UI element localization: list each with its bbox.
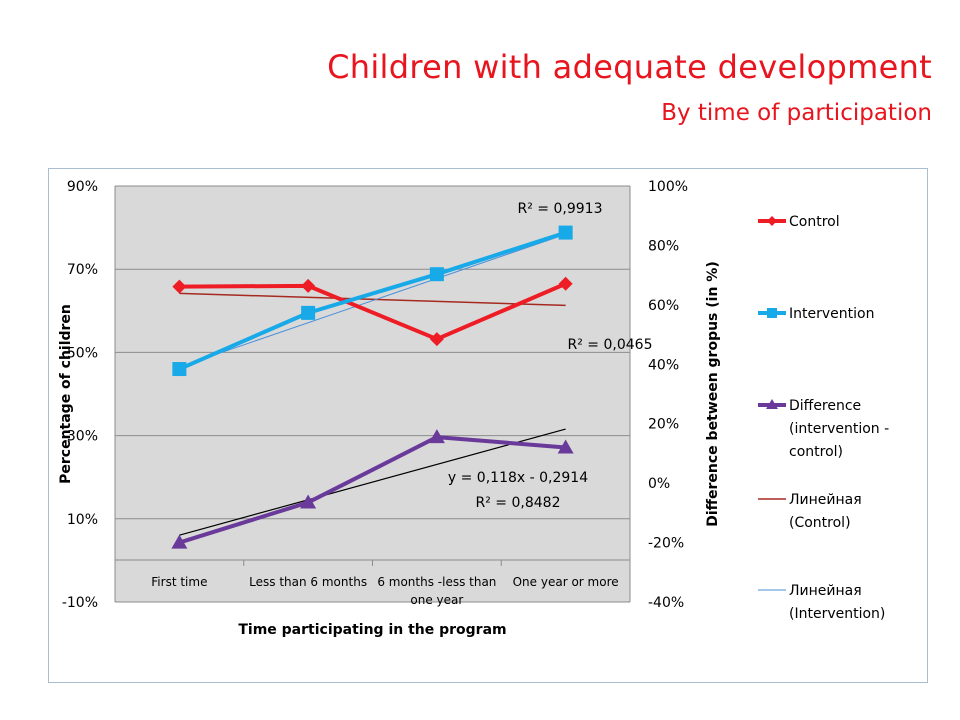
category-label: 6 months -less than [377, 575, 496, 589]
data-point [429, 267, 444, 282]
data-point [558, 225, 573, 240]
chart-subtitle: By time of participation [661, 100, 932, 126]
annotation-label: R² = 0,8482 [476, 495, 561, 511]
data-point [300, 494, 317, 509]
left-tick-label: 30% [67, 429, 98, 445]
category-label: Less than 6 months [249, 575, 367, 589]
data-point [172, 279, 187, 294]
legend-marker [767, 216, 777, 226]
data-point [301, 278, 316, 293]
right-tick-label: 100% [648, 179, 688, 195]
left-tick-label: 90% [67, 179, 98, 195]
legend-marker [766, 399, 778, 409]
series-line [178, 230, 567, 371]
category-label: one year [410, 593, 463, 607]
right-tick-label: 0% [648, 476, 670, 492]
series-line [179, 281, 567, 342]
data-point [428, 429, 445, 444]
x-axis-title: Time participating in the program [238, 622, 506, 638]
data-point [172, 362, 187, 377]
right-tick-label: 20% [648, 417, 679, 433]
left-tick-label: 70% [67, 262, 98, 278]
annotation-label: y = 0,118x - 0,2914 [448, 470, 588, 486]
trendline [179, 233, 566, 368]
data-point [171, 534, 188, 549]
data-point [429, 332, 444, 347]
legend-label: Difference [789, 398, 861, 414]
legend-label: Линейная [789, 492, 862, 508]
right-tick-label: 40% [648, 357, 679, 373]
left-tick-label: 50% [67, 345, 98, 361]
legend-marker [767, 308, 777, 318]
data-point [557, 439, 574, 454]
chart-frame [48, 168, 928, 683]
legend-label: Intervention [789, 306, 874, 322]
legend-label: (Control) [789, 515, 851, 531]
data-point [558, 276, 573, 291]
left-axis-title: Percentage of children [58, 304, 74, 484]
legend-label: control) [789, 444, 843, 460]
category-label: One year or more [513, 575, 619, 589]
right-tick-label: 80% [648, 238, 679, 254]
series-line [178, 435, 566, 545]
category-label: First time [151, 575, 207, 589]
left-tick-label: -10% [62, 595, 98, 611]
trendline [179, 292, 566, 307]
legend-label: Control [789, 214, 840, 230]
legend-label: (intervention - [789, 421, 889, 437]
plot-area [115, 186, 630, 602]
trendline [179, 428, 566, 536]
annotation-label: R² = 0,0465 [568, 337, 653, 353]
right-tick-label: -40% [648, 595, 684, 611]
right-tick-label: 60% [648, 298, 679, 314]
right-axis-title: Difference between gropus (in %) [705, 261, 721, 526]
annotation-label: R² = 0,9913 [518, 201, 603, 217]
legend-label: (Intervention) [789, 606, 885, 622]
right-tick-label: -20% [648, 536, 684, 552]
data-point [301, 305, 316, 320]
legend-label: Линейная [789, 583, 862, 599]
left-tick-label: 10% [67, 512, 98, 528]
chart-title: Children with adequate development [327, 48, 932, 86]
